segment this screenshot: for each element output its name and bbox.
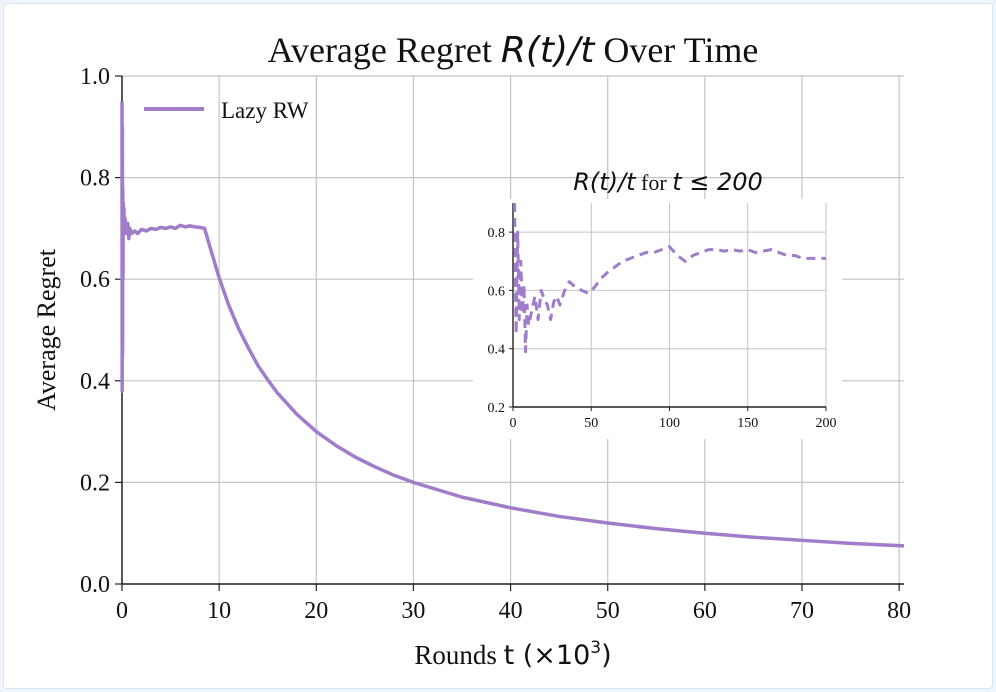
inset-background [473,199,842,439]
inset-title-math2: t ≤ 200 [672,168,763,196]
x-axis-label-sup: 3 [590,638,601,658]
main-ytick-label: 0.0 [80,572,110,598]
x-axis-label-math: t (×10 [504,640,591,671]
chart-title-prefix: Average Regret [268,30,501,70]
main-xtick-label: 50 [596,598,620,624]
main-ytick-label: 0.8 [80,166,110,192]
main-xtick-label: 30 [401,598,425,624]
inset-xtick-label: 50 [584,416,598,431]
x-axis-label-close: ) [601,640,612,671]
legend: Lazy RW [144,98,309,123]
main-xtick-label: 20 [304,598,328,624]
inset-title-word: for [636,170,673,195]
inset-ytick-label: 0.6 [488,284,506,299]
main-ticks: 0 10 20 30 40 50 60 70 80 0.0 0.2 0.4 0.6 0.8 1.0 [80,64,911,624]
main-ytick-label: 1.0 [80,64,110,90]
chart-title: Average Regret R(t)/t Over Time [268,30,759,71]
x-axis-label: Rounds t (×103) [414,638,611,671]
main-ytick-label: 0.4 [80,369,110,395]
main-xtick-label: 70 [790,598,814,624]
inset-ytick-label: 0.8 [488,226,506,241]
inset-ticks: 0 50 100 150 200 0.2 0.4 0.6 0.8 [488,226,837,431]
main-xtick-label: 40 [499,598,523,624]
series-line-lazy-rw [120,101,905,548]
main-ytick-label: 0.2 [80,470,110,496]
main-xtick-label: 0 [116,598,128,624]
x-axis-label-prefix: Rounds [414,640,503,670]
inset-ytick-label: 0.4 [488,343,506,358]
inset-title: R(t)/t for t ≤ 200 [573,168,763,196]
y-axis-label: Average Regret [32,248,61,411]
inset-series-line [513,202,826,354]
chart-title-math: R(t)/t [501,30,596,71]
main-ytick-label: 0.6 [80,267,110,293]
inset-xtick-label: 100 [659,416,680,431]
chart-title-suffix: Over Time [594,30,758,70]
inset-xtick-label: 0 [510,416,517,431]
main-xtick-label: 60 [693,598,717,624]
inset-ytick-label: 0.2 [488,401,506,416]
legend-label-lazy-rw: Lazy RW [221,98,309,123]
main-xtick-label: 10 [207,598,231,624]
inset-xtick-label: 150 [737,416,758,431]
inset-xtick-label: 200 [816,416,837,431]
main-xtick-label: 80 [887,598,911,624]
inset-title-math1: R(t)/t [573,168,637,196]
